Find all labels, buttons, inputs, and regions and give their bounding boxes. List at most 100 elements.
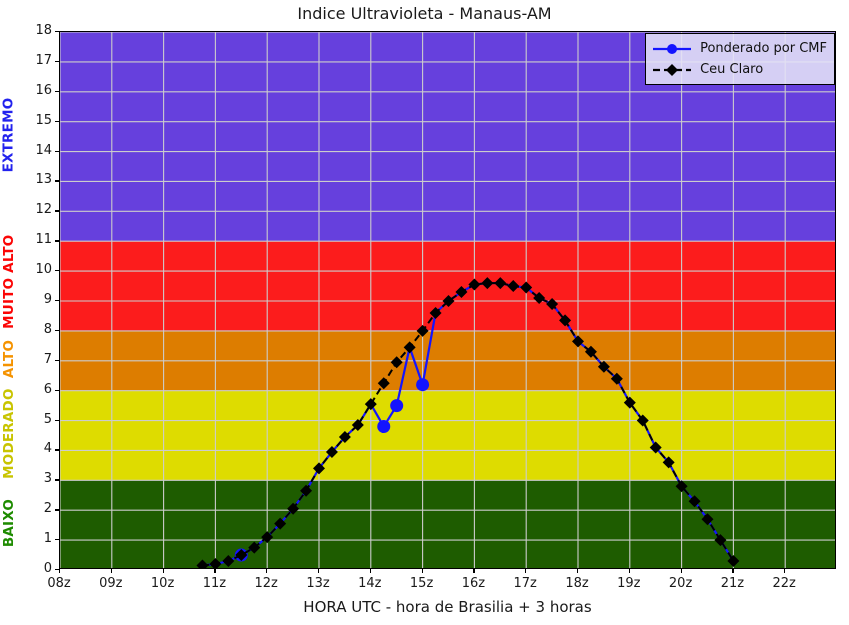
legend-swatch-diamond-icon	[651, 62, 693, 78]
y-axis-tick-label: 5	[43, 411, 52, 427]
x-axis-tick-label: 21z	[720, 576, 745, 591]
uv-band-baixo	[60, 480, 835, 568]
y-axis-tick-label: 18	[35, 23, 52, 38]
y-axis-tick-label: 8	[43, 321, 52, 337]
y-axis-tick-mark	[55, 389, 59, 391]
x-axis-tick-mark	[628, 569, 631, 573]
y-axis-tick-label: 16	[35, 82, 52, 98]
x-axis-tick-label: 19z	[617, 576, 641, 591]
series-line-ceu-claro	[202, 282, 735, 567]
uv-category-label-baixo: BAIXO	[1, 499, 17, 548]
data-point-marker	[559, 314, 572, 327]
data-point-marker	[584, 345, 597, 358]
y-axis-tick-label: 2	[43, 501, 52, 517]
data-point-marker	[416, 378, 430, 392]
data-point-marker	[636, 414, 649, 427]
chart-legend[interactable]: Ponderado por CMF Ceu Claro	[645, 33, 835, 85]
y-axis-tick-label: 12	[35, 202, 52, 218]
data-point-marker	[209, 558, 222, 568]
data-point-marker	[377, 420, 391, 434]
data-point-marker	[494, 277, 507, 290]
data-point-marker	[727, 555, 740, 568]
data-point-marker	[714, 534, 727, 547]
x-axis-tick-mark	[214, 569, 216, 573]
y-axis-tick-mark	[55, 150, 59, 152]
data-point-marker	[248, 541, 261, 554]
y-axis-tick-mark	[55, 300, 59, 302]
data-point-marker	[533, 292, 546, 305]
legend-swatch-circle-icon	[651, 41, 693, 57]
x-axis-tick-label: 08z	[47, 576, 71, 591]
x-axis-tick-mark	[525, 569, 527, 573]
x-axis-tick-mark	[680, 569, 682, 573]
y-axis-tick-mark	[55, 210, 59, 212]
data-point-marker	[351, 419, 364, 432]
data-point-marker	[416, 324, 429, 337]
y-axis-tick-mark	[55, 329, 59, 332]
x-axis-tick-mark	[369, 569, 372, 573]
data-point-marker	[261, 531, 274, 544]
y-axis-tick-label: 7	[43, 351, 52, 367]
plot-area	[59, 31, 836, 569]
y-axis-tick-mark	[55, 449, 59, 451]
data-point-marker	[507, 280, 520, 293]
data-point-marker	[390, 356, 403, 369]
data-point-marker	[688, 495, 701, 508]
y-axis-tick-mark	[55, 509, 59, 511]
uv-category-label-moderado: MODERADO	[1, 387, 17, 479]
data-point-marker	[196, 559, 209, 568]
data-point-marker	[442, 295, 455, 307]
data-point-marker	[623, 396, 636, 409]
legend-item-ceu-claro[interactable]: Ceu Claro	[651, 59, 827, 80]
y-axis-tick-label: 4	[43, 441, 52, 457]
data-point-marker	[662, 456, 675, 469]
data-point-marker	[287, 502, 300, 515]
y-axis-tick-label: 17	[35, 52, 52, 68]
data-series-group	[196, 277, 740, 568]
x-axis-tick-label: 18z	[565, 576, 589, 591]
data-point-marker	[675, 480, 688, 493]
x-axis-tick-mark	[162, 569, 164, 573]
y-axis-tick-mark	[55, 359, 59, 362]
x-axis-tick-label: 22z	[772, 576, 796, 591]
grid-lines	[60, 32, 835, 568]
data-point-marker	[649, 441, 662, 454]
x-axis-tick-mark	[732, 569, 734, 573]
y-axis-tick-label: 9	[43, 292, 52, 307]
x-axis-tick-label: 10z	[150, 576, 175, 591]
y-axis-tick-label: 15	[35, 112, 52, 128]
data-point-marker	[364, 398, 377, 411]
data-point-marker	[325, 445, 338, 458]
y-axis-tick-mark	[55, 90, 59, 93]
data-point-marker	[520, 281, 533, 294]
x-axis-tick-label: 15z	[409, 576, 434, 591]
x-axis-tick-mark	[421, 569, 423, 573]
x-axis-tick-mark	[266, 569, 268, 573]
y-axis-tick-mark	[55, 569, 59, 571]
y-axis-tick-mark	[55, 120, 59, 122]
y-axis-tick-mark	[55, 419, 59, 421]
x-axis-tick-mark	[318, 569, 320, 573]
y-axis-tick-label: 14	[35, 142, 52, 158]
legend-label: Ceu Claro	[700, 62, 764, 77]
data-point-marker	[403, 341, 416, 354]
uv-category-label-muito-alto: MUITO ALTO	[1, 234, 17, 329]
data-point-marker	[701, 513, 714, 526]
data-point-marker	[300, 484, 313, 497]
data-point-marker	[222, 555, 235, 568]
x-axis-tick-mark	[473, 569, 475, 573]
y-axis-tick-label: 10	[35, 262, 52, 278]
data-point-marker	[338, 430, 351, 443]
x-axis-tick-mark	[784, 569, 786, 573]
y-axis-tick-label: 0	[43, 561, 52, 576]
x-axis-tick-label: 11z	[202, 576, 227, 591]
x-axis-tick-label: 16z	[461, 576, 486, 591]
y-axis-tick-mark	[55, 479, 59, 481]
legend-item-ponderado-por-cmf[interactable]: Ponderado por CMF	[651, 38, 827, 59]
x-axis-tick-mark	[59, 569, 61, 573]
y-axis-tick-mark	[55, 31, 59, 33]
data-point-marker	[610, 372, 623, 385]
y-axis-tick-label: 1	[43, 531, 52, 547]
data-point-marker	[429, 306, 442, 319]
